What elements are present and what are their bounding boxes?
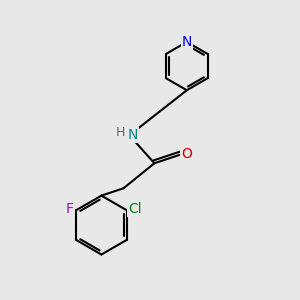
Text: H: H (115, 126, 125, 140)
Text: N: N (127, 128, 137, 142)
Text: N: N (182, 35, 192, 49)
Text: O: O (181, 147, 192, 161)
Text: Cl: Cl (128, 202, 142, 216)
Text: F: F (65, 202, 74, 216)
